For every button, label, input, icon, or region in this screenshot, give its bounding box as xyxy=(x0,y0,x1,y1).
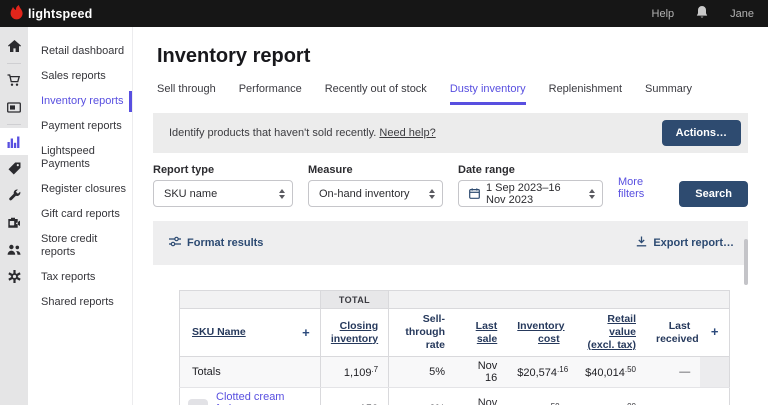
total-group-header: TOTAL xyxy=(319,290,390,309)
column-last-received: Last received xyxy=(656,319,699,345)
results-toolbar: Format results Export report… xyxy=(153,221,748,265)
rail-catalog[interactable] xyxy=(0,155,28,182)
reports-sidebar: Retail dashboard Sales reports Inventory… xyxy=(28,27,133,405)
column-sku-name[interactable]: SKU Name xyxy=(192,326,246,338)
report-type-label: Report type xyxy=(153,164,215,176)
rail-apps[interactable] xyxy=(0,209,28,236)
column-inventory-cost[interactable]: Inventory cost xyxy=(517,319,565,345)
sidebar-item-register-closures[interactable]: Register closures xyxy=(41,183,126,195)
user-menu[interactable]: Jane xyxy=(730,7,754,20)
cart-icon xyxy=(7,74,21,87)
info-banner: Identify products that haven't sold rece… xyxy=(153,113,748,153)
export-report-link[interactable]: Export report… xyxy=(636,236,734,250)
rail-register[interactable] xyxy=(0,94,28,121)
tag-icon xyxy=(8,162,21,175)
sliders-icon xyxy=(169,236,181,250)
brand-name: lightspeed xyxy=(28,6,93,21)
calendar-icon xyxy=(469,188,480,199)
bell-icon[interactable] xyxy=(696,5,708,22)
wrench-icon xyxy=(8,189,21,202)
sidebar-item-store-credit-reports[interactable]: Store credit reports xyxy=(41,233,98,258)
add-column-button[interactable]: + xyxy=(710,324,719,339)
filter-row: Report type SKU name Measure On-hand inv… xyxy=(153,164,748,207)
tab-performance[interactable]: Performance xyxy=(238,83,302,95)
need-help-link[interactable]: Need help? xyxy=(379,127,436,139)
help-link[interactable]: Help xyxy=(651,7,675,20)
measure-select[interactable]: On-hand inventory xyxy=(308,180,443,207)
product-thumbnail xyxy=(188,398,208,405)
rail-divider xyxy=(7,63,21,64)
rail-sell[interactable] xyxy=(0,67,28,94)
page-title: Inventory report xyxy=(157,45,311,67)
dusty-inventory-table: TOTAL + SKU Name Closing inventory Sell-t… xyxy=(179,290,730,405)
main-content: Inventory report Sell through Performanc… xyxy=(133,27,768,405)
actions-button[interactable]: Actions… xyxy=(661,120,741,146)
date-range-field: Date range 1 Sep 2023–16 Nov 2023 xyxy=(458,164,603,207)
top-bar: lightspeed Help Jane xyxy=(0,0,768,27)
report-type-select[interactable]: SKU name xyxy=(153,180,293,207)
page-scrollbar[interactable] xyxy=(744,239,748,285)
table-row: Clotted cream fudge 10047 150 6% Nov 16 … xyxy=(179,387,730,405)
totals-label: Totals xyxy=(179,356,321,388)
report-type-field: Report type SKU name xyxy=(153,164,293,207)
sidebar-item-shared-reports[interactable]: Shared reports xyxy=(41,296,114,308)
column-last-sale[interactable]: Last sale xyxy=(475,319,498,345)
date-range-label: Date range xyxy=(458,164,515,176)
format-results-link[interactable]: Format results xyxy=(169,236,263,250)
sidebar-item-lightspeed-payments[interactable]: Lightspeed Payments xyxy=(41,145,95,170)
briefcase-icon xyxy=(7,217,21,229)
stepper-icon xyxy=(419,188,435,199)
customers-icon xyxy=(7,244,21,255)
search-button[interactable]: Search xyxy=(679,181,748,207)
product-link[interactable]: Clotted cream fudge xyxy=(216,391,285,405)
measure-field: Measure On-hand inventory xyxy=(308,164,443,207)
rail-setup[interactable] xyxy=(0,182,28,209)
banner-text: Identify products that haven't sold rece… xyxy=(169,127,436,139)
sidebar-item-inventory-reports[interactable]: Inventory reports xyxy=(28,89,132,114)
rail-home[interactable] xyxy=(0,33,28,60)
sidebar-item-gift-card-reports[interactable]: Gift card reports xyxy=(41,208,120,220)
sidebar-item-payment-reports[interactable]: Payment reports xyxy=(41,120,122,132)
rail-reporting[interactable] xyxy=(0,128,28,155)
flame-icon xyxy=(10,4,23,23)
active-indicator xyxy=(129,91,132,112)
totals-row: Totals 1,109.7 5% Nov 16 $20,574.16 $40,… xyxy=(179,356,730,388)
download-icon xyxy=(636,236,647,250)
brand-logo[interactable]: lightspeed xyxy=(10,4,93,23)
stepper-icon xyxy=(579,188,595,199)
tab-replenishment[interactable]: Replenishment xyxy=(548,83,622,95)
sidebar-item-retail-dashboard[interactable]: Retail dashboard xyxy=(41,45,125,57)
rail-customers[interactable] xyxy=(0,236,28,263)
column-retail-value[interactable]: Retail value (excl. tax) xyxy=(587,313,636,351)
rail-divider xyxy=(7,124,21,125)
tab-summary[interactable]: Summary xyxy=(645,83,693,95)
add-column-button[interactable]: + xyxy=(302,325,310,340)
tab-dusty-inventory[interactable]: Dusty inventory xyxy=(449,83,526,105)
reporting-icon xyxy=(7,136,21,148)
tab-sell-through[interactable]: Sell through xyxy=(157,83,216,95)
report-tabs: Sell through Performance Recently out of… xyxy=(157,83,748,105)
sidebar-item-sales-reports[interactable]: Sales reports xyxy=(41,70,106,82)
register-icon xyxy=(7,102,21,113)
column-sell-through-rate: Sell-through rate xyxy=(405,313,445,351)
tab-recently-out-of-stock[interactable]: Recently out of stock xyxy=(324,83,427,95)
home-icon xyxy=(7,40,21,53)
date-range-input[interactable]: 1 Sep 2023–16 Nov 2023 xyxy=(458,180,603,207)
sidebar-item-tax-reports[interactable]: Tax reports xyxy=(41,271,96,283)
rail-settings[interactable] xyxy=(0,263,28,290)
column-closing-inventory[interactable]: Closing inventory xyxy=(330,319,379,345)
settings-icon xyxy=(7,270,21,283)
stepper-icon xyxy=(269,188,285,199)
measure-label: Measure xyxy=(308,164,353,176)
group-header-row: TOTAL xyxy=(179,290,730,309)
column-header-row: + SKU Name Closing inventory Sell-through… xyxy=(179,308,730,357)
more-filters-link[interactable]: More filters xyxy=(618,176,645,200)
icon-rail xyxy=(0,27,28,405)
